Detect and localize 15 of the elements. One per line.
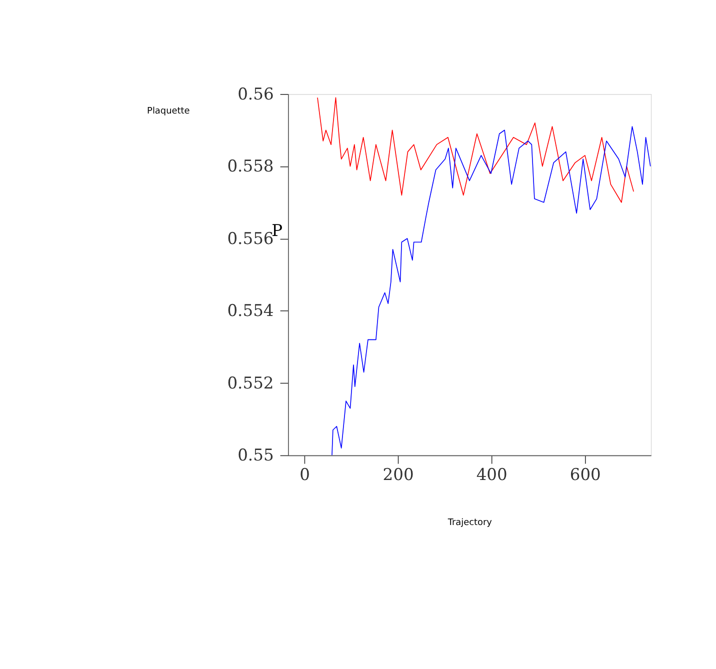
y-tick-label: 0.56 [238, 84, 274, 104]
y-axis-title: P [272, 220, 283, 240]
x-tick-label: 600 [570, 465, 601, 484]
y-tick-label: 0.552 [227, 373, 274, 392]
y-tick-label: 0.55 [238, 446, 274, 465]
x-tick-label: 0 [300, 465, 310, 484]
text: Plaquette [147, 106, 190, 117]
y-tick-label: 0.556 [227, 228, 274, 248]
x-tick-label: 400 [476, 465, 508, 484]
y-tick-label: 0.554 [227, 301, 274, 320]
x-axis-title: Trajectory [446, 518, 493, 528]
y-tick-label: 0.558 [227, 156, 274, 176]
line-series [332, 126, 651, 456]
x-tick-label: 200 [382, 465, 414, 484]
line-series [317, 97, 634, 203]
